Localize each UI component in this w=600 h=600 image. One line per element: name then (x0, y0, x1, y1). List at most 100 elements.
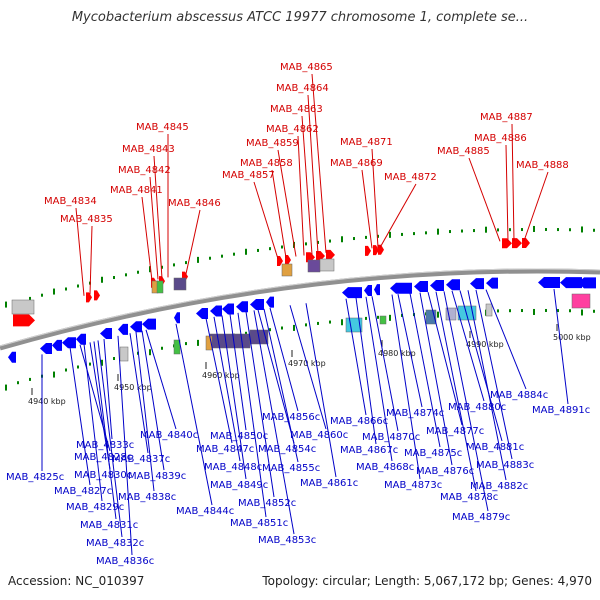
forward-gene-leader (505, 144, 509, 242)
tick-mark-upper (281, 245, 283, 249)
reverse-gene-arrow (76, 333, 86, 345)
reverse-gene-leader (427, 292, 463, 426)
forward-gene-label: MAB_4886 (474, 133, 527, 144)
forward-gene-label: MAB_4842 (118, 165, 171, 176)
kbp-label: 4980 kbp (378, 349, 416, 358)
reverse-gene-leader (475, 289, 513, 460)
tick-mark-upper (137, 270, 139, 274)
tick-mark-upper (329, 239, 331, 243)
forward-gene-leader (253, 181, 279, 260)
reverse-gene-leader (365, 296, 393, 462)
tick-mark-upper (41, 293, 43, 297)
tick-mark-lower (545, 308, 547, 312)
tick-mark-upper (5, 301, 7, 308)
kbp-label: 4950 kbp (114, 383, 152, 392)
reverse-gene-label: MAB_4847c (196, 444, 254, 455)
reverse-gene-leader (213, 316, 241, 462)
forward-gene-label: MAB_4859 (246, 138, 299, 149)
forward-gene-leader (301, 115, 313, 255)
forward-gene-label: MAB_4857 (222, 170, 275, 181)
reverse-gene-leader (435, 291, 477, 492)
reverse-gene-leader (263, 308, 299, 463)
feature-box (205, 335, 213, 351)
tick-mark-lower (5, 384, 7, 391)
reverse-gene-label: MAB_4833c (76, 440, 134, 451)
reverse-gene-label: MAB_4849c (210, 480, 268, 491)
tick-mark-upper (401, 232, 403, 236)
tick-mark-lower (497, 309, 499, 313)
tick-mark-upper (101, 276, 103, 283)
forward-gene-leader (277, 149, 297, 257)
tick-mark-lower (65, 368, 67, 372)
forward-gene-leader (185, 209, 201, 275)
feature-box (173, 277, 187, 291)
reverse-gene-arrow (374, 284, 380, 296)
reverse-gene-leader (69, 347, 91, 486)
tick-mark-lower (101, 359, 103, 366)
tick-mark-upper (581, 226, 583, 233)
reverse-gene-label: MAB_4852c (238, 498, 296, 509)
tick-mark-upper (77, 284, 79, 288)
reverse-gene-arrow (414, 281, 428, 293)
reverse-gene-label: MAB_4870c (362, 432, 420, 443)
tick-mark-upper (29, 296, 31, 300)
forward-gene-leader (311, 73, 327, 253)
tick-mark-lower (401, 313, 403, 317)
tick-mark-upper (65, 287, 67, 291)
tick-mark-lower (377, 315, 379, 319)
tick-mark-lower (581, 309, 583, 316)
reverse-gene-arrow (130, 321, 142, 333)
tick-mark-lower (77, 365, 79, 369)
forward-gene-label: MAB_4885 (437, 146, 490, 157)
reverse-gene-label: MAB_4839c (128, 471, 186, 482)
forward-gene-leader (379, 183, 417, 248)
reverse-gene-leader (205, 318, 233, 444)
forward-gene-leader (511, 123, 515, 242)
reverse-gene-leader (467, 290, 507, 481)
reverse-gene-arrow (118, 323, 128, 335)
forward-gene-leader (75, 207, 85, 296)
tick-mark-upper (533, 225, 535, 232)
genome-backbone (0, 268, 600, 351)
reverse-gene-label: MAB_4855c (262, 463, 320, 474)
reverse-gene-leader (83, 343, 103, 502)
forward-gene-label: MAB_4841 (110, 185, 163, 196)
feature-box (11, 299, 35, 315)
forward-gene-leader (271, 169, 287, 258)
forward-gene-arrow (522, 238, 530, 249)
reverse-gene-leader (141, 330, 165, 471)
reverse-gene-label: MAB_4868c (356, 462, 414, 473)
reverse-gene-arrow (390, 282, 412, 294)
reverse-gene-label: MAB_4873c (384, 480, 442, 491)
tick-mark-upper (113, 276, 115, 280)
tick-mark-lower (437, 311, 439, 318)
reverse-gene-label: MAB_4882c (470, 481, 528, 492)
reverse-gene-leader (145, 329, 177, 430)
reverse-gene-label: MAB_4831c (80, 520, 138, 531)
feature-box (209, 333, 251, 349)
forward-gene-arrow (326, 249, 335, 260)
tick-mark-upper (389, 231, 391, 238)
tick-mark-lower (149, 349, 151, 356)
feature-box (445, 307, 457, 321)
reverse-gene-leader (451, 290, 485, 402)
reverse-gene-label: MAB_4891c (532, 405, 590, 416)
feature-box (319, 258, 335, 272)
reverse-gene-label: MAB_4853c (258, 535, 316, 546)
tick-mark-upper (197, 256, 199, 263)
forward-gene-arrow (512, 238, 522, 249)
tick-mark-upper (173, 263, 175, 267)
feature-box (485, 303, 493, 317)
tick-mark-upper (593, 228, 595, 232)
reverse-gene-leader (391, 294, 421, 480)
reverse-gene-label: MAB_4876c (416, 466, 474, 477)
accession-label: Accession: NC_010397 (8, 574, 145, 588)
forward-gene-label: MAB_4887 (480, 112, 533, 123)
forward-gene-label: MAB_4872 (384, 172, 437, 183)
tick-mark-upper (497, 228, 499, 232)
forward-gene-label: MAB_4845 (136, 122, 189, 133)
reverse-gene-leader (93, 341, 117, 520)
reverse-gene-leader (103, 339, 113, 440)
forward-gene-arrow (285, 254, 291, 265)
